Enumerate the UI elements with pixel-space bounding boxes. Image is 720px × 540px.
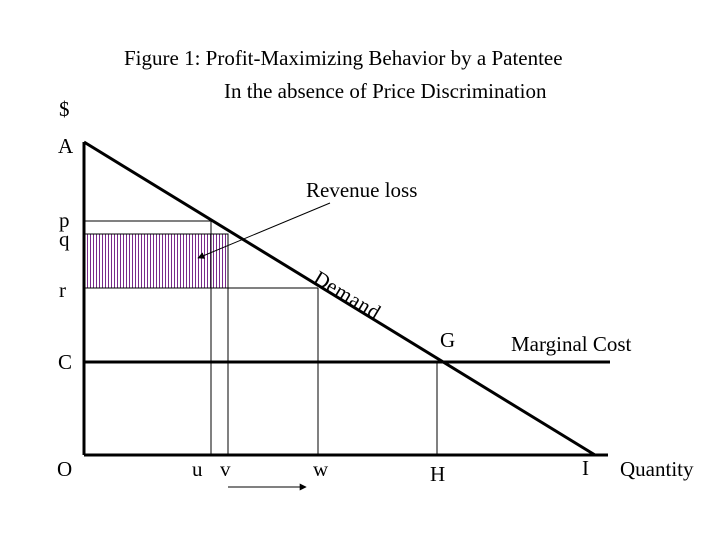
demand-curve	[83, 140, 596, 457]
label-g: G	[440, 328, 455, 352]
label-r: r	[59, 278, 66, 302]
label-a: A	[58, 134, 74, 158]
label-i: I	[582, 456, 589, 480]
title-line-2: In the absence of Price Discrimination	[224, 79, 547, 103]
demand-label: D e m a n d	[309, 266, 385, 325]
dollar-label: $	[59, 97, 70, 121]
label-w: w	[313, 457, 329, 481]
quantity-label: Quantity	[620, 457, 694, 481]
label-c: C	[58, 350, 72, 374]
title-line-1: Figure 1: Profit-Maximizing Behavior by …	[124, 46, 563, 70]
label-v: v	[220, 457, 231, 481]
label-o: O	[57, 457, 72, 481]
revenue-loss-area	[85, 234, 228, 288]
revenue-loss-label: Revenue loss	[306, 178, 417, 202]
label-u: u	[192, 457, 203, 481]
revenue-loss-arrow	[197, 202, 331, 259]
marginal-cost-label: Marginal Cost	[511, 332, 632, 356]
label-h: H	[430, 462, 445, 486]
label-q: q	[59, 227, 70, 251]
label-p: p	[59, 208, 70, 232]
